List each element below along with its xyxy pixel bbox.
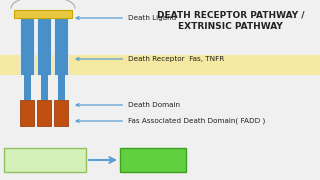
Bar <box>20 100 34 126</box>
Text: Procaspase 8: Procaspase 8 <box>16 156 74 165</box>
Text: Death Ligand: Death Ligand <box>76 15 176 21</box>
Text: EXTRINSIC PATHWAY: EXTRINSIC PATHWAY <box>178 22 283 31</box>
Text: DEATH RECEPTOR PATHWAY /: DEATH RECEPTOR PATHWAY / <box>157 10 304 19</box>
Bar <box>37 18 51 75</box>
Bar <box>41 75 47 100</box>
Bar <box>20 18 34 75</box>
Bar <box>23 75 30 100</box>
Text: Death Domain: Death Domain <box>76 102 180 108</box>
Bar <box>14 10 72 18</box>
Bar <box>54 18 68 75</box>
Text: Death Receptor  Fas, TNFR: Death Receptor Fas, TNFR <box>76 56 224 62</box>
Text: Activated
Caspase 8: Activated Caspase 8 <box>131 150 175 170</box>
Bar <box>58 75 65 100</box>
Text: Fas Associated Death Domain( FADD ): Fas Associated Death Domain( FADD ) <box>76 118 265 124</box>
Bar <box>120 148 186 172</box>
Bar <box>54 100 68 126</box>
Bar <box>37 100 51 126</box>
Bar <box>0 55 320 75</box>
Bar <box>4 148 86 172</box>
